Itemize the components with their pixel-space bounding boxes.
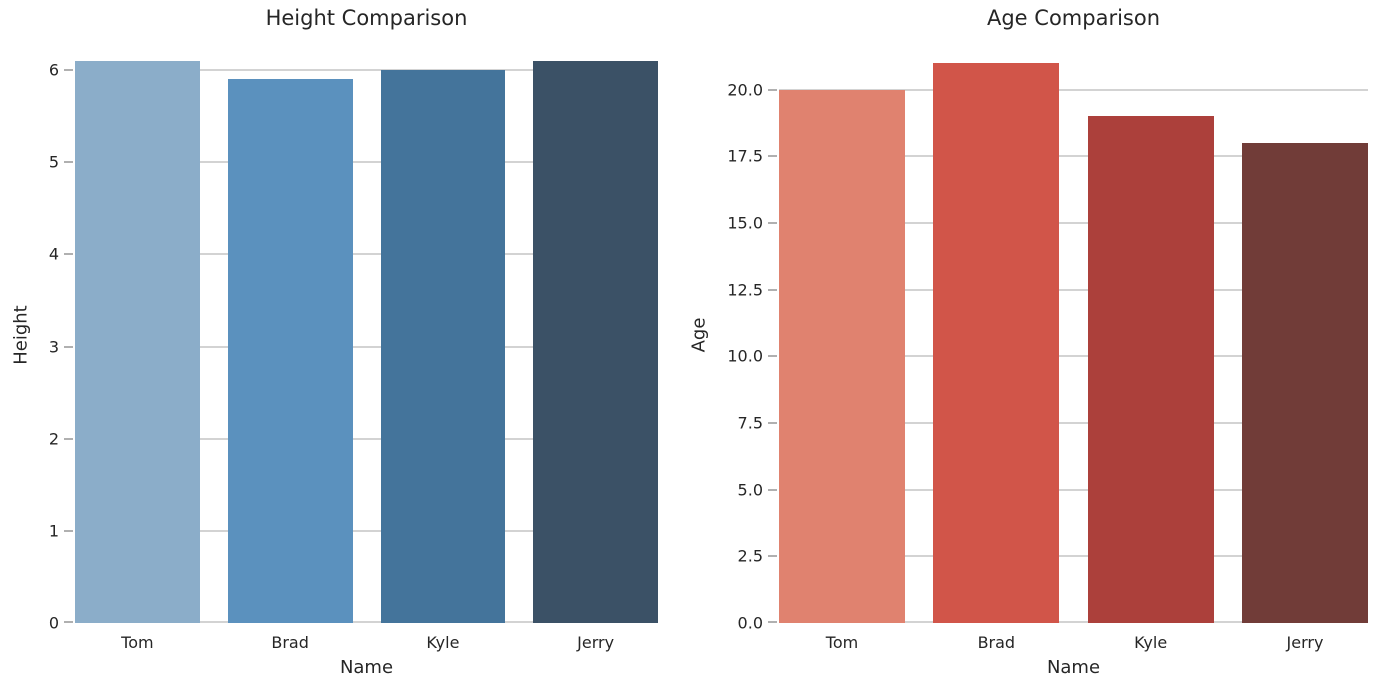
- gridline: [779, 88, 1368, 91]
- y-tick-label: 10.0: [727, 346, 763, 366]
- y-tick-mark: [64, 69, 73, 72]
- y-tick-mark: [64, 437, 73, 440]
- bar-jerry: [1241, 143, 1368, 623]
- y-tick-label: 2: [48, 429, 59, 449]
- bar-tom: [779, 89, 906, 623]
- y-tick-mark: [768, 355, 777, 358]
- y-tick-mark: [768, 621, 777, 623]
- plot-area: [75, 47, 658, 623]
- bar-tom: [75, 60, 200, 623]
- y-tick-label: 4: [48, 244, 59, 264]
- gridline: [779, 222, 1368, 224]
- gridline: [75, 69, 658, 72]
- gridline: [779, 288, 1368, 291]
- x-tick-label: Brad: [271, 633, 309, 652]
- y-tick-label: 5: [48, 152, 59, 172]
- x-axis-label: Name: [339, 657, 394, 678]
- gridline: [75, 529, 658, 532]
- bar-jerry: [533, 60, 658, 623]
- x-axis-label: Name: [1046, 657, 1101, 678]
- y-tick-mark: [768, 88, 777, 91]
- x-tick-label: Tom: [121, 633, 154, 652]
- y-tick-mark: [64, 161, 73, 164]
- y-tick-label: 0: [48, 613, 59, 633]
- y-tick-marks: [64, 47, 73, 623]
- gridline: [75, 345, 658, 348]
- bar-brad: [227, 79, 353, 623]
- x-tick-label: Kyle: [1134, 633, 1168, 652]
- chart-title: Age Comparison: [986, 6, 1161, 30]
- y-tick-mark: [768, 555, 777, 558]
- y-tick-label: 7.5: [737, 413, 763, 433]
- y-tick-label: 3: [48, 337, 59, 357]
- gridline: [75, 437, 658, 440]
- y-tick-mark: [768, 422, 777, 424]
- y-tick-label: 15.0: [727, 213, 763, 233]
- y-tick-labels: 0 1 2 3 4 5 6: [0, 47, 59, 633]
- x-tick-label: Kyle: [426, 633, 460, 652]
- y-tick-mark: [768, 488, 777, 491]
- y-tick-mark: [64, 621, 73, 623]
- y-tick-labels: 0.0 2.5 5.0 7.5 10.0 12.5 15.0 17.5 20.0: [703, 47, 763, 632]
- gridline: [779, 155, 1368, 158]
- y-tick-label: 2.5: [737, 546, 763, 566]
- y-tick-mark: [64, 345, 73, 348]
- y-tick-label: 1: [48, 521, 59, 541]
- bar-group: [779, 47, 1368, 623]
- bar-kyle: [380, 70, 506, 623]
- gridline: [779, 488, 1368, 491]
- gridline: [779, 555, 1368, 558]
- plot-area: [779, 47, 1368, 623]
- x-tick-label: Brad: [977, 633, 1016, 652]
- gridline: [779, 355, 1368, 358]
- y-tick-label: 5.0: [737, 480, 763, 500]
- chart-title: Height Comparison: [265, 6, 468, 30]
- gridline: [779, 422, 1368, 424]
- gridline: [75, 253, 658, 256]
- y-tick-mark: [64, 529, 73, 532]
- x-tick-label: Jerry: [1286, 633, 1324, 652]
- x-tick-labels: Tom Brad Kyle Jerry: [779, 633, 1368, 652]
- y-tick-label: 6: [48, 60, 59, 80]
- x-tick-label: Jerry: [577, 633, 615, 652]
- bar-kyle: [1087, 116, 1214, 623]
- x-tick-labels: Tom Brad Kyle Jerry: [75, 633, 658, 652]
- y-tick-label: 20.0: [727, 80, 763, 100]
- y-tick-mark: [768, 288, 777, 291]
- gridline: [75, 161, 658, 164]
- gridline: [779, 621, 1368, 623]
- bar-brad: [933, 63, 1060, 623]
- y-tick-label: 17.5: [727, 146, 763, 166]
- x-tick-label: Tom: [825, 633, 859, 652]
- gridline: [75, 621, 658, 623]
- y-tick-label: 0.0: [737, 613, 763, 633]
- y-tick-label: 12.5: [727, 280, 763, 300]
- y-tick-marks: [768, 47, 777, 623]
- bar-group: [75, 47, 658, 623]
- y-tick-mark: [768, 222, 777, 224]
- y-tick-mark: [768, 155, 777, 158]
- y-tick-mark: [64, 253, 73, 256]
